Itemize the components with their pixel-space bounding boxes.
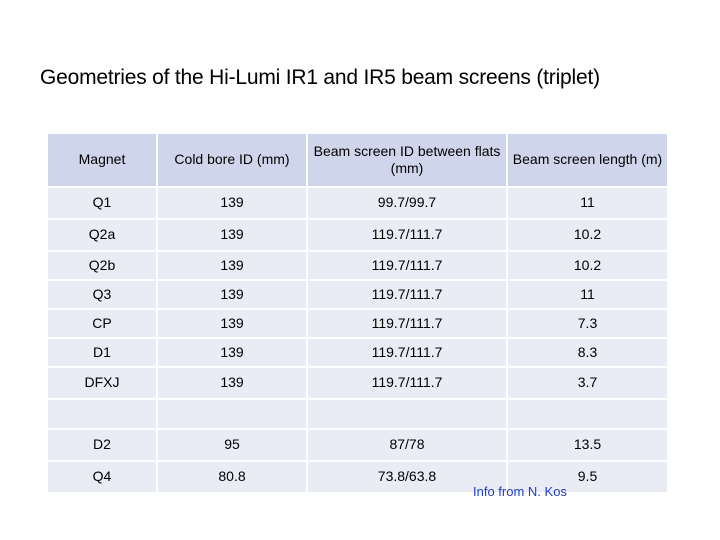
cell-beam-screen-id <box>308 400 508 428</box>
table-row-empty <box>48 400 667 430</box>
table-row: Q1 139 99.7/99.7 11 <box>48 188 667 220</box>
table-row: Q3 139 119.7/111.7 11 <box>48 281 667 310</box>
table-row: D1 139 119.7/111.7 8.3 <box>48 339 667 368</box>
slide-title: Geometries of the Hi-Lumi IR1 and IR5 be… <box>40 66 600 89</box>
cell-cold-bore-id: 95 <box>158 430 308 460</box>
header-magnet: Magnet <box>48 134 158 186</box>
source-note: Info from N. Kos <box>473 484 567 499</box>
cell-magnet <box>48 400 158 428</box>
cell-cold-bore-id: 139 <box>158 252 308 279</box>
cell-beam-screen-id: 99.7/99.7 <box>308 188 508 218</box>
cell-beam-screen-length: 9.5 <box>508 462 667 492</box>
cell-beam-screen-id: 119.7/111.7 <box>308 281 508 308</box>
cell-magnet: Q1 <box>48 188 158 218</box>
cell-cold-bore-id: 139 <box>158 220 308 250</box>
cell-beam-screen-length: 11 <box>508 188 667 218</box>
cell-beam-screen-length: 8.3 <box>508 339 667 366</box>
cell-magnet: Q4 <box>48 462 158 492</box>
cell-cold-bore-id: 139 <box>158 188 308 218</box>
cell-beam-screen-length: 13.5 <box>508 430 667 460</box>
header-cold-bore-id: Cold bore ID (mm) <box>158 134 308 186</box>
table-row: CP 139 119.7/111.7 7.3 <box>48 310 667 339</box>
cell-magnet: D2 <box>48 430 158 460</box>
cell-cold-bore-id: 80.8 <box>158 462 308 492</box>
cell-cold-bore-id: 139 <box>158 281 308 308</box>
table-row: Q4 80.8 73.8/63.8 9.5 <box>48 462 667 494</box>
cell-cold-bore-id: 139 <box>158 368 308 398</box>
header-beam-screen-length: Beam screen length (m) <box>508 134 667 186</box>
cell-beam-screen-length: 7.3 <box>508 310 667 337</box>
cell-beam-screen-id: 119.7/111.7 <box>308 220 508 250</box>
table-row: D2 95 87/78 13.5 <box>48 430 667 462</box>
table-row: DFXJ 139 119.7/111.7 3.7 <box>48 368 667 400</box>
cell-cold-bore-id: 139 <box>158 310 308 337</box>
cell-beam-screen-length: 11 <box>508 281 667 308</box>
cell-beam-screen-id: 119.7/111.7 <box>308 310 508 337</box>
table-row: Q2a 139 119.7/111.7 10.2 <box>48 220 667 252</box>
beam-screen-table: Magnet Cold bore ID (mm) Beam screen ID … <box>48 134 667 494</box>
cell-magnet: Q2b <box>48 252 158 279</box>
cell-beam-screen-id: 87/78 <box>308 430 508 460</box>
cell-beam-screen-id: 119.7/111.7 <box>308 368 508 398</box>
cell-magnet: Q3 <box>48 281 158 308</box>
cell-magnet: CP <box>48 310 158 337</box>
cell-beam-screen-length: 3.7 <box>508 368 667 398</box>
cell-beam-screen-id: 73.8/63.8 <box>308 462 508 492</box>
cell-cold-bore-id: 139 <box>158 339 308 366</box>
cell-cold-bore-id <box>158 400 308 428</box>
cell-beam-screen-length: 10.2 <box>508 220 667 250</box>
cell-beam-screen-id: 119.7/111.7 <box>308 339 508 366</box>
cell-beam-screen-length: 10.2 <box>508 252 667 279</box>
table-header-row: Magnet Cold bore ID (mm) Beam screen ID … <box>48 134 667 188</box>
cell-magnet: DFXJ <box>48 368 158 398</box>
cell-magnet: D1 <box>48 339 158 366</box>
cell-beam-screen-length <box>508 400 667 428</box>
cell-magnet: Q2a <box>48 220 158 250</box>
header-beam-screen-id: Beam screen ID between flats (mm) <box>308 134 508 186</box>
cell-beam-screen-id: 119.7/111.7 <box>308 252 508 279</box>
table-row: Q2b 139 119.7/111.7 10.2 <box>48 252 667 281</box>
